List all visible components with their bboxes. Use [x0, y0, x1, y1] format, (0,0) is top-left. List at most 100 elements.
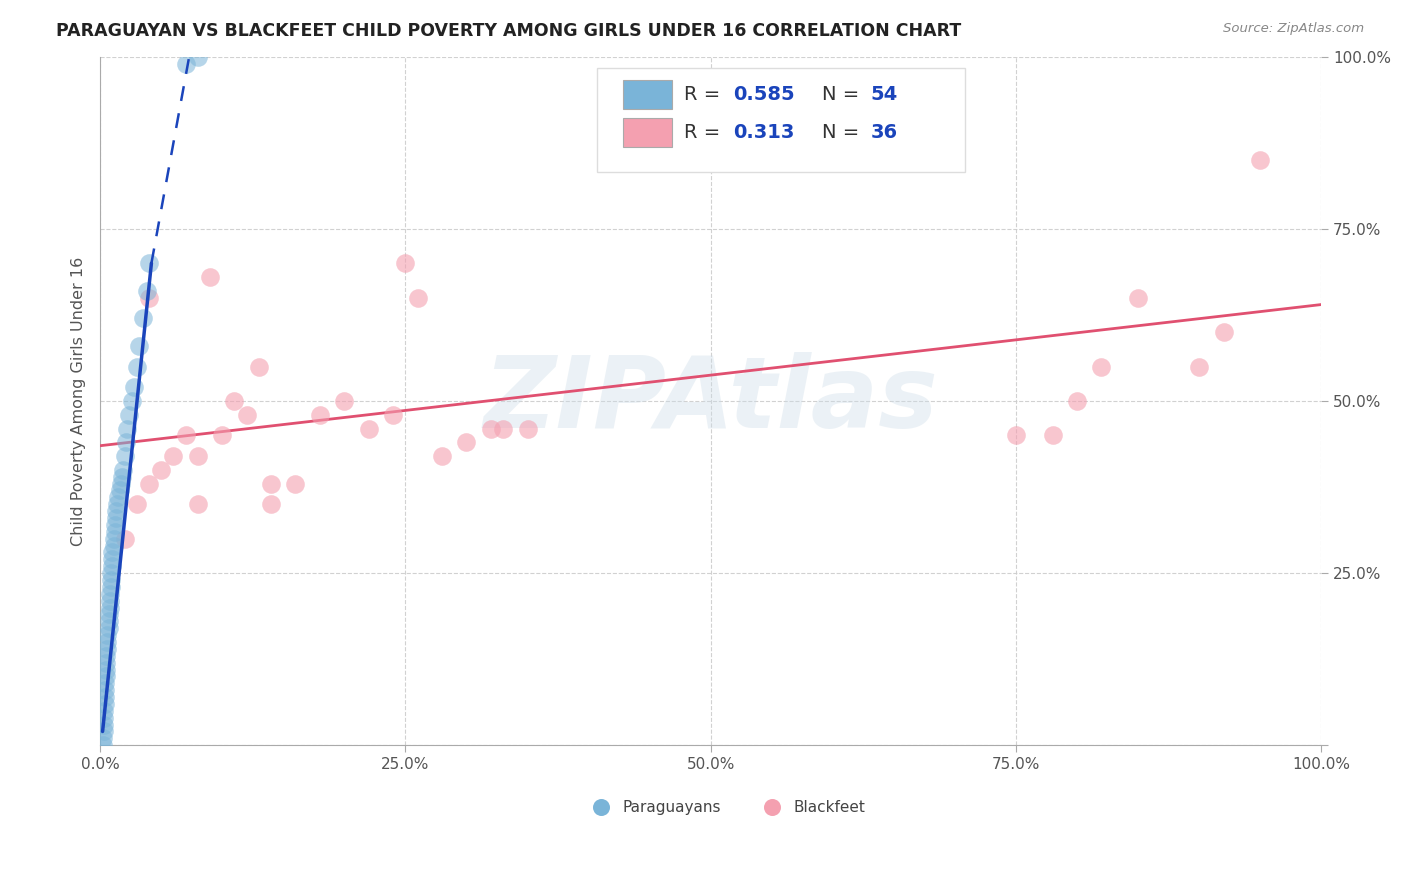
Point [1249, 153, 1271, 167]
Point [260, 497, 283, 511]
Text: ZIPAtlas: ZIPAtlas [484, 352, 938, 450]
Point [96, 635, 118, 649]
Point [110, 476, 132, 491]
Text: R =: R = [683, 123, 727, 142]
Point [406, 291, 429, 305]
Point [91, 731, 114, 746]
Point [761, 800, 783, 814]
Point [104, 517, 127, 532]
Point [357, 421, 380, 435]
Point [187, 449, 209, 463]
Text: Source: ZipAtlas.com: Source: ZipAtlas.com [1223, 22, 1364, 36]
Point [100, 580, 122, 594]
Point [125, 359, 148, 374]
Point [115, 421, 138, 435]
Point [1126, 291, 1149, 305]
Point [187, 50, 209, 64]
Point [187, 497, 209, 511]
Point [1066, 394, 1088, 409]
Point [91, 738, 114, 752]
Point [382, 408, 405, 422]
Point [125, 497, 148, 511]
Point [112, 463, 135, 477]
Point [100, 566, 122, 580]
Point [93, 704, 115, 718]
Point [97, 621, 120, 635]
Point [128, 339, 150, 353]
Point [101, 559, 124, 574]
Text: Blackfeet: Blackfeet [794, 800, 866, 814]
Text: 54: 54 [870, 85, 898, 104]
Point [135, 284, 157, 298]
Y-axis label: Child Poverty Among Girls Under 16: Child Poverty Among Girls Under 16 [72, 256, 86, 546]
Point [211, 428, 233, 442]
Point [96, 628, 118, 642]
Point [94, 697, 117, 711]
Text: N =: N = [821, 85, 865, 104]
Point [114, 449, 136, 463]
Point [94, 683, 117, 698]
Text: 0.585: 0.585 [733, 85, 794, 104]
Point [118, 408, 141, 422]
Point [107, 491, 129, 505]
Point [111, 469, 134, 483]
Text: R =: R = [683, 85, 727, 104]
Point [132, 311, 155, 326]
Point [333, 394, 356, 409]
Point [284, 476, 307, 491]
Point [97, 607, 120, 622]
Point [479, 421, 502, 435]
Point [96, 656, 118, 670]
Point [98, 587, 121, 601]
Point [96, 648, 118, 663]
Point [1042, 428, 1064, 442]
Point [430, 449, 453, 463]
Point [93, 711, 115, 725]
Point [138, 256, 160, 270]
FancyBboxPatch shape [623, 80, 672, 109]
FancyBboxPatch shape [598, 69, 965, 172]
Point [138, 291, 160, 305]
Point [96, 641, 118, 656]
Point [394, 256, 416, 270]
Point [93, 717, 115, 731]
Point [93, 724, 115, 739]
Point [1188, 359, 1211, 374]
Point [114, 435, 136, 450]
Point [105, 504, 128, 518]
Text: PARAGUAYAN VS BLACKFEET CHILD POVERTY AMONG GIRLS UNDER 16 CORRELATION CHART: PARAGUAYAN VS BLACKFEET CHILD POVERTY AM… [56, 22, 962, 40]
Point [247, 359, 270, 374]
FancyBboxPatch shape [623, 118, 672, 147]
Point [101, 552, 124, 566]
Text: N =: N = [821, 123, 865, 142]
Point [516, 421, 538, 435]
Point [309, 408, 332, 422]
Point [103, 532, 125, 546]
Point [1212, 325, 1234, 339]
Point [96, 663, 118, 677]
Point [121, 394, 143, 409]
Point [492, 421, 515, 435]
Point [105, 511, 128, 525]
Point [138, 476, 160, 491]
Point [174, 428, 197, 442]
Point [235, 408, 257, 422]
Point [104, 524, 127, 539]
Point [96, 669, 118, 683]
Point [101, 545, 124, 559]
Point [105, 497, 128, 511]
Point [103, 539, 125, 553]
Point [260, 476, 283, 491]
Point [198, 270, 221, 285]
Point [150, 463, 173, 477]
Point [224, 394, 246, 409]
Point [162, 449, 184, 463]
Point [456, 435, 478, 450]
Point [1090, 359, 1112, 374]
Point [100, 573, 122, 587]
Point [589, 800, 612, 814]
Point [114, 532, 136, 546]
Point [108, 483, 131, 498]
Text: 36: 36 [870, 123, 898, 142]
Point [124, 380, 146, 394]
